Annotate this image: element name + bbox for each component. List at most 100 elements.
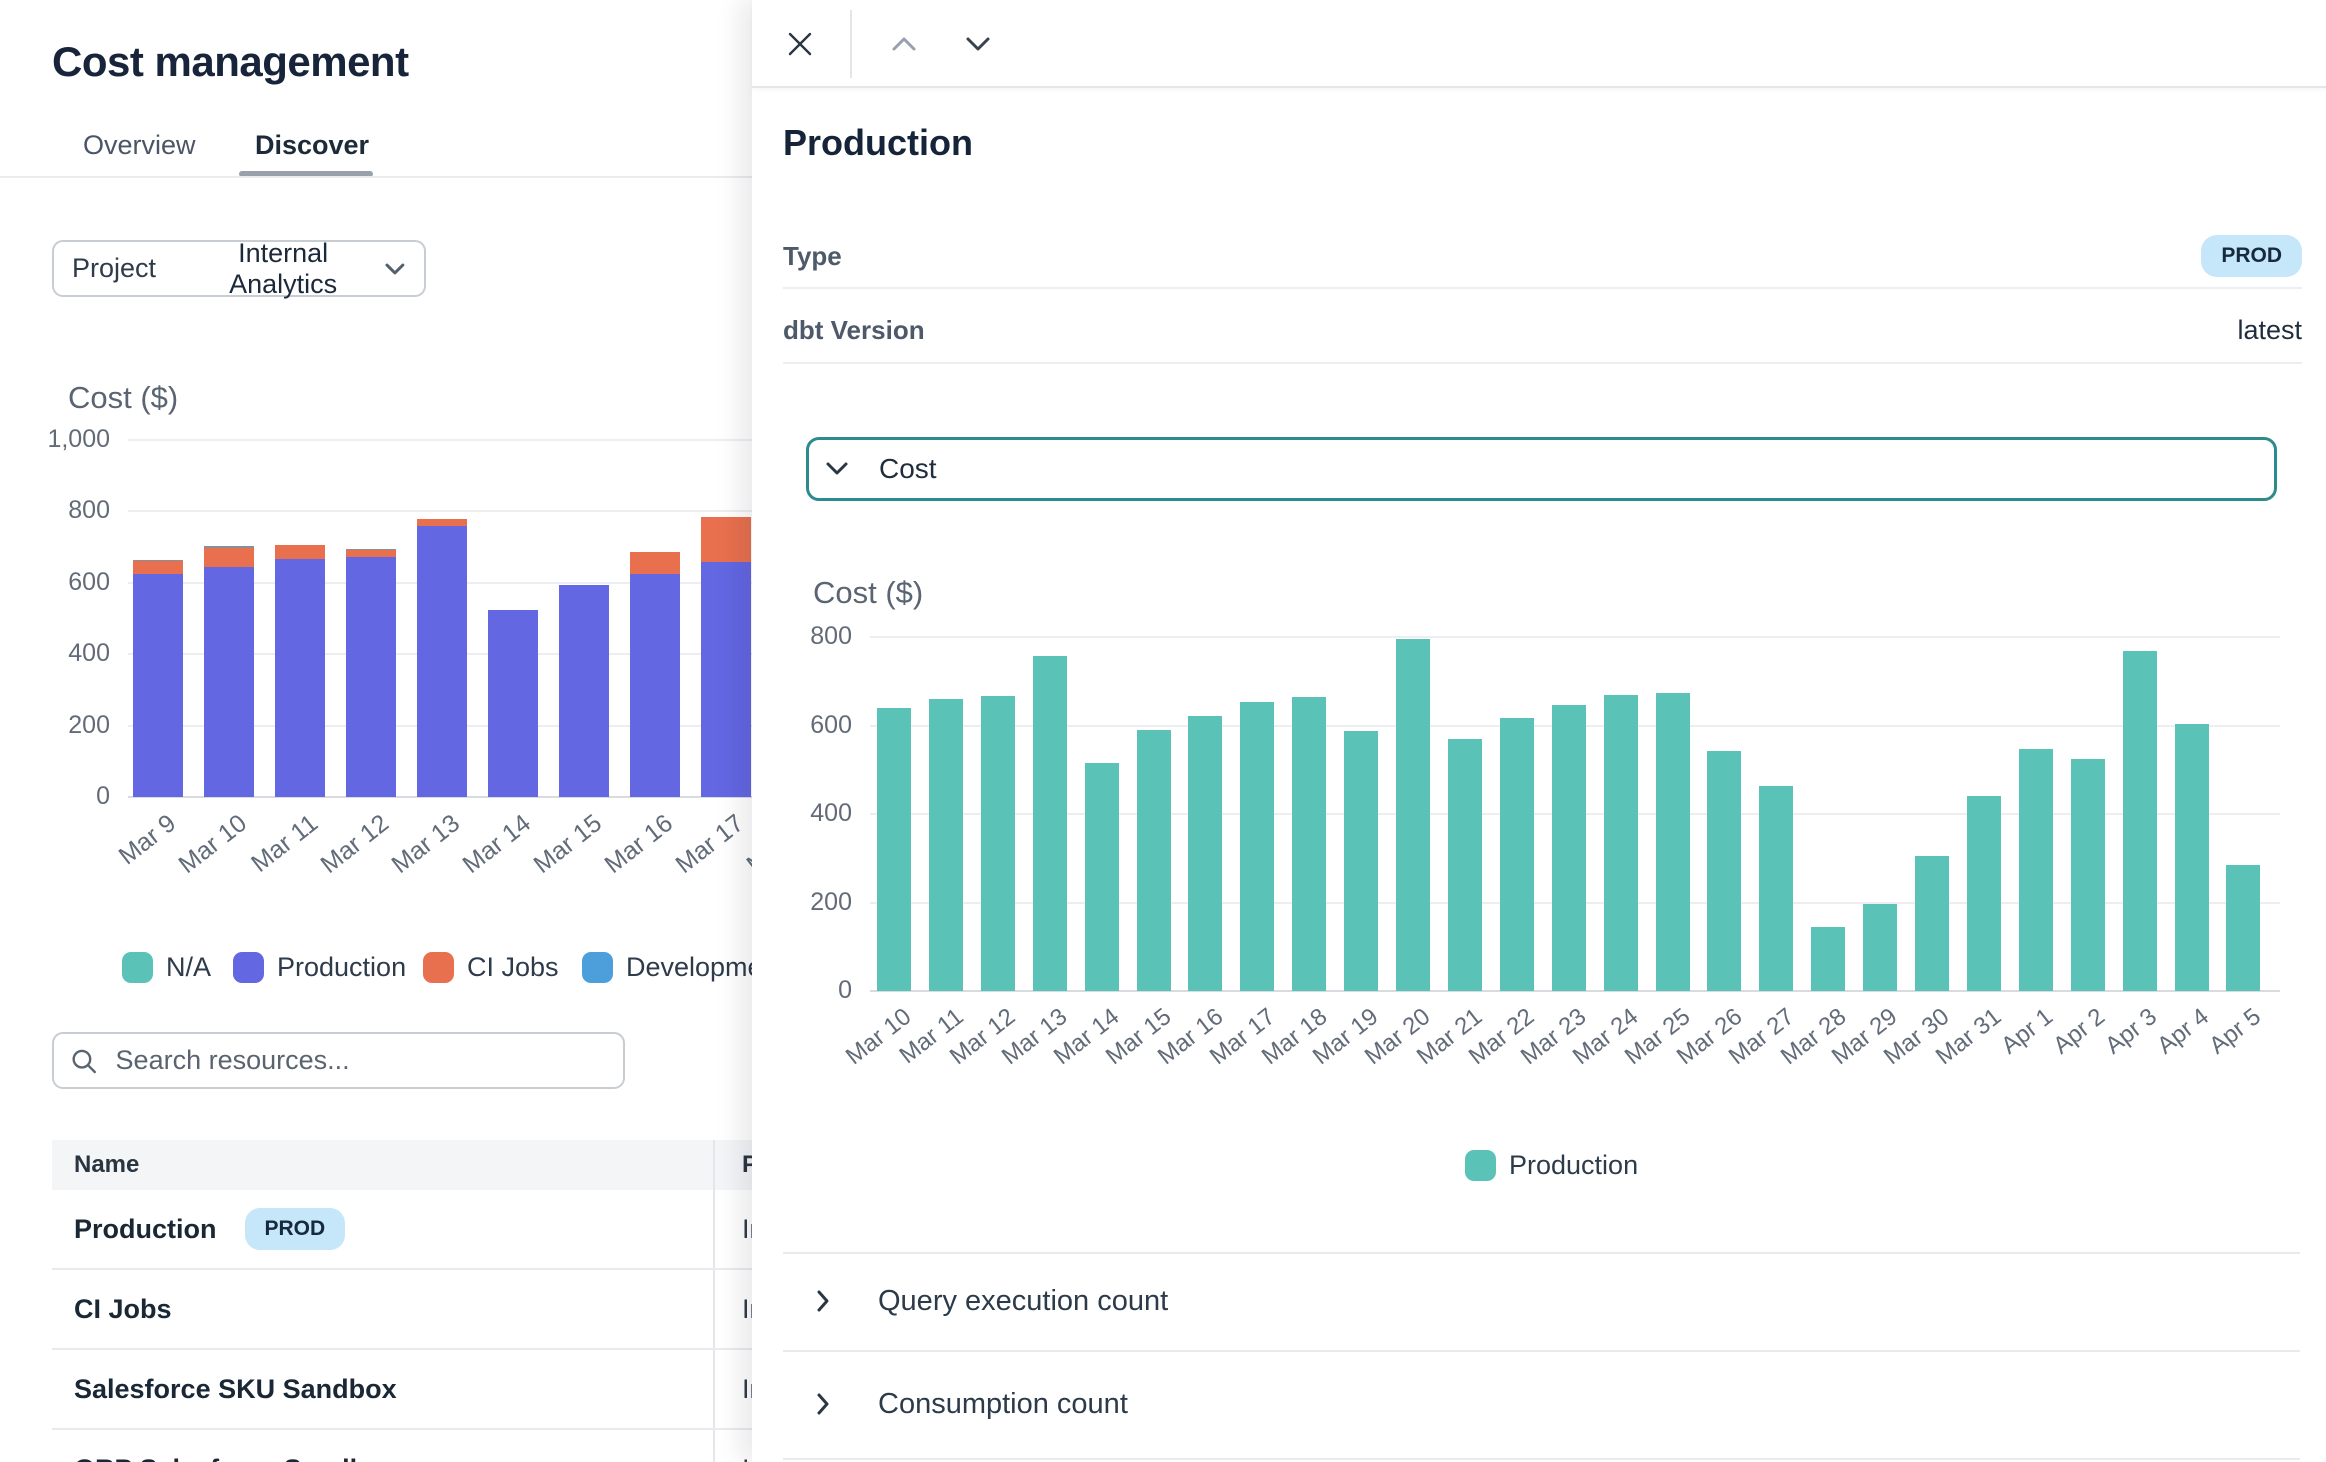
bar-mar-12 — [346, 548, 396, 550]
bar-apr-1 — [2018, 749, 2053, 991]
y-axis-tick-label: 400 — [68, 639, 110, 668]
bar-mar-28 — [1811, 926, 1846, 991]
bar-mar-17 — [701, 562, 751, 797]
x-axis-tick-label: Mar 17 — [670, 809, 750, 879]
previous-resource-button[interactable] — [880, 20, 928, 68]
bar-mar-21 — [1447, 738, 1482, 991]
gridline — [870, 636, 2280, 638]
resource-name-cell: Production PROD — [74, 1208, 346, 1250]
legend-item-n-a[interactable]: N/A — [122, 952, 211, 983]
left-chart-title: Cost ($) — [68, 380, 179, 415]
bar-mar-19 — [1344, 730, 1379, 991]
bar-mar-27 — [1759, 785, 1794, 991]
bar-mar-9 — [133, 561, 183, 575]
bar-mar-30 — [1915, 856, 1949, 991]
x-axis-tick-label: Mar 13 — [386, 809, 466, 879]
bar-mar-14 — [1084, 763, 1119, 991]
section-cost-label: Cost — [879, 453, 937, 484]
bar-mar-18 — [1292, 697, 1327, 991]
resource-detail-drawer: Production Type PROD dbt Version latest … — [752, 0, 2326, 1462]
dbt-version-value: latest — [2237, 315, 2302, 345]
legend-item-production[interactable]: Production — [1465, 1150, 1638, 1181]
legend-swatch — [582, 952, 613, 983]
resource-name-cell: CI Jobs — [74, 1294, 172, 1325]
left-chart-legend: N/A Production CI Jobs Development — [0, 952, 785, 992]
field-row-type: Type PROD — [783, 225, 2302, 287]
bar-mar-10 — [204, 567, 254, 797]
section-query-execution-count[interactable]: Query execution count — [752, 1252, 2326, 1350]
legend-item-production[interactable]: Production — [233, 952, 406, 983]
search-resources-box — [52, 1032, 625, 1089]
production-cost-chart: 0 200 400 600 800 Mar 10 Mar 11 Mar 12 Mar 13 Mar… — [810, 622, 2280, 1070]
resource-name: Production — [74, 1213, 217, 1244]
gridline — [128, 439, 768, 441]
header-divider — [850, 10, 852, 78]
x-axis-tick-label: Apr 1 — [1996, 1003, 2059, 1060]
next-resource-button[interactable] — [954, 20, 1002, 68]
bar-mar-13 — [417, 525, 467, 797]
bar-apr-5 — [2226, 865, 2261, 991]
y-axis-tick-label: 200 — [810, 887, 852, 916]
chevron-up-icon — [892, 37, 916, 51]
gridline — [870, 990, 2280, 992]
legend-label: CI Jobs — [467, 952, 559, 982]
gridline — [128, 796, 768, 798]
gridline — [128, 510, 768, 513]
drawer-title: Production — [783, 122, 973, 163]
y-axis-tick-label: 0 — [838, 976, 852, 1004]
bar-mar-17 — [1240, 702, 1275, 991]
field-row-dbt-version: dbt Version latest — [783, 299, 2302, 362]
right-chart-title: Cost ($) — [813, 575, 924, 610]
bar-mar-13 — [417, 519, 467, 526]
bar-mar-14 — [488, 610, 538, 797]
y-axis-tick-label: 0 — [96, 782, 110, 810]
close-icon — [788, 32, 812, 56]
resource-name: CI Jobs — [74, 1293, 172, 1324]
bar-mar-9 — [133, 559, 183, 562]
bar-apr-4 — [2174, 723, 2209, 991]
close-drawer-button[interactable] — [776, 20, 824, 68]
legend-swatch — [233, 952, 264, 983]
x-axis-tick-label: Mar 16 — [599, 809, 679, 879]
legend-item-ci-jobs[interactable]: CI Jobs — [423, 952, 559, 983]
legend-label: N/A — [166, 952, 212, 982]
resource-name-cell: GRP Salesforce Sandbox — [74, 1454, 398, 1462]
bar-mar-12 — [346, 557, 396, 797]
x-axis-tick-label: Mar 14 — [457, 809, 537, 879]
bar-mar-16 — [630, 552, 680, 575]
legend-swatch — [122, 952, 153, 983]
section-divider — [783, 1458, 2300, 1460]
drawer-header — [752, 0, 2326, 88]
search-input[interactable] — [113, 1044, 607, 1077]
y-axis-tick-label: 200 — [68, 710, 110, 739]
y-axis-tick-label: 600 — [68, 567, 110, 596]
section-cost-header[interactable]: Cost — [806, 437, 2277, 501]
tab-overview[interactable]: Overview — [83, 130, 196, 160]
project-filter-select[interactable]: Project Internal Analytics — [52, 237, 426, 299]
page-title: Cost management — [52, 38, 409, 85]
legend-swatch — [1465, 1150, 1496, 1181]
bar-mar-9 — [133, 574, 183, 797]
bar-mar-25 — [1655, 692, 1690, 991]
project-filter-value: Internal Analytics — [229, 237, 338, 299]
chevron-down-icon — [966, 37, 990, 51]
bar-mar-16 — [630, 574, 680, 797]
x-axis-tick-label: Mar 12 — [315, 809, 395, 879]
section-consumption-count-label: Consumption count — [878, 1387, 1128, 1420]
bar-mar-12 — [980, 695, 1015, 991]
bar-mar-12 — [346, 549, 396, 558]
field-divider — [783, 362, 2302, 364]
tab-discover[interactable]: Discover — [255, 130, 370, 160]
x-axis-tick-label: Apr 3 — [2100, 1003, 2163, 1060]
bar-mar-10 — [877, 707, 911, 991]
field-label-type: Type — [783, 240, 842, 271]
bar-mar-10 — [204, 546, 254, 548]
resource-name: Salesforce SKU Sandbox — [74, 1373, 397, 1404]
chevron-right-icon — [817, 1290, 829, 1312]
project-filter-label: Project — [72, 253, 157, 283]
bar-mar-11 — [928, 698, 963, 991]
column-divider — [713, 1140, 715, 1462]
section-consumption-count[interactable]: Consumption count — [752, 1350, 2326, 1458]
y-axis-tick-label: 1,000 — [47, 425, 110, 453]
section-query-execution-count-label: Query execution count — [878, 1284, 1169, 1317]
